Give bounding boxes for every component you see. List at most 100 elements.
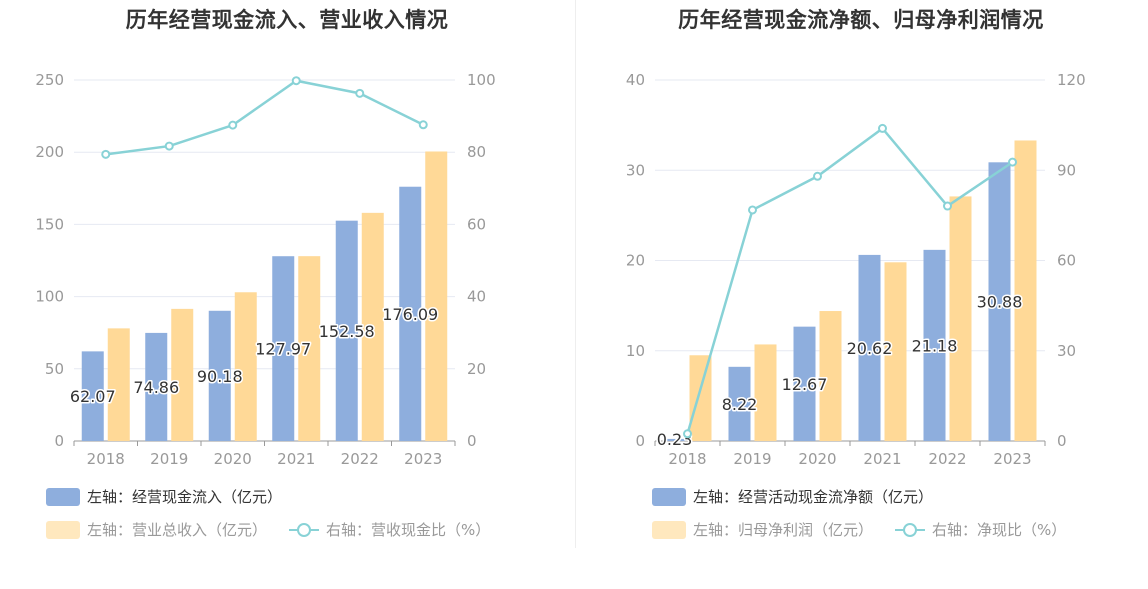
ratio-line-point <box>418 120 428 130</box>
y-right-tick-label: 60 <box>1057 252 1076 270</box>
ratio-line-point <box>355 88 365 98</box>
legend-label: 左轴：经营现金流入（亿元） <box>87 488 283 506</box>
x-tick-label: 2020 <box>798 450 836 468</box>
panel-divider <box>575 0 576 548</box>
y-left-tick-label: 0 <box>54 432 64 450</box>
legend-swatch-bar-secondary <box>46 520 80 539</box>
bar-data-label: 12.67 <box>782 375 828 394</box>
bar-secondary <box>884 262 907 441</box>
legend-swatch-bar-primary <box>652 487 686 506</box>
x-tick-label: 2018 <box>87 450 125 468</box>
legend-label: 左轴：经营活动现金流净额（亿元） <box>693 488 934 506</box>
bar-data-label: 176.09 <box>382 305 438 324</box>
ratio-line-point <box>164 141 174 151</box>
bar-secondary <box>754 344 777 441</box>
legend-item-cash-inflow[interactable]: 左轴：经营现金流入（亿元） <box>46 486 282 507</box>
legend-label: 左轴：营业总收入（亿元） <box>87 521 268 539</box>
right-chart-title: 历年经营现金流净额、归母净利润情况 <box>678 8 1044 32</box>
y-left-tick-label: 50 <box>45 360 64 378</box>
bar-primary <box>858 254 881 441</box>
y-left-tick-label: 40 <box>626 71 645 89</box>
bar-data-label: 20.62 <box>847 339 893 358</box>
ratio-line <box>105 79 424 156</box>
legend-label: 右轴：净现比（%） <box>932 521 1067 539</box>
y-left-tick-label: 250 <box>35 71 64 89</box>
bar-data-label: 8.22 <box>722 395 758 414</box>
bar-primary <box>923 249 946 441</box>
legend-line-circle-icon <box>895 521 926 539</box>
bar-data-label: 74.86 <box>133 378 179 397</box>
y-right-tick-label: 40 <box>467 288 486 306</box>
bar-data-label: 90.18 <box>197 367 243 386</box>
bar-secondary <box>234 292 257 441</box>
y-right-tick-label: 0 <box>1057 432 1067 450</box>
bar-secondary <box>361 212 384 441</box>
x-tick-label: 2023 <box>404 450 442 468</box>
y-right-tick-label: 80 <box>467 143 486 161</box>
y-right-tick-label: 60 <box>467 215 486 233</box>
legend-swatch-bar-primary <box>46 487 80 506</box>
ratio-line-point <box>228 120 238 130</box>
legend-item-net-profit[interactable]: 左轴：归母净利润（亿元） <box>652 519 873 540</box>
x-tick-label: 2021 <box>863 450 901 468</box>
x-tick-label: 2022 <box>928 450 966 468</box>
legend-label: 左轴：归母净利润（亿元） <box>693 521 874 539</box>
legend-item-revenue[interactable]: 左轴：营业总收入（亿元） <box>46 519 267 540</box>
ratio-line-point <box>748 205 757 215</box>
ratio-line-point <box>878 123 887 133</box>
legend-item-net-cash-ratio[interactable]: 右轴：净现比（%） <box>895 519 1066 540</box>
right-legend-row-2: 左轴：归母净利润（亿元） 右轴：净现比（%） <box>652 519 1088 540</box>
y-left-tick-label: 10 <box>626 342 645 360</box>
y-left-tick-label: 20 <box>626 252 645 270</box>
y-right-tick-label: 20 <box>467 360 486 378</box>
legend-line-circle-icon <box>289 521 320 539</box>
bar-primary <box>988 162 1011 442</box>
x-tick-label: 2019 <box>733 450 771 468</box>
x-tick-label: 2018 <box>668 450 706 468</box>
right-legend-row-1: 左轴：经营活动现金流净额（亿元） <box>652 486 955 507</box>
bar-data-label: 21.18 <box>912 336 958 355</box>
bar-primary <box>399 186 422 441</box>
ratio-line-point <box>943 201 952 211</box>
y-right-tick-label: 30 <box>1057 342 1076 360</box>
left-chart-panel: 历年经营现金流入、营业收入情况 0 50 100 150 200 250 0 20 40 60 80… <box>35 8 512 540</box>
bar-primary <box>663 438 686 441</box>
bar-secondary <box>1014 140 1037 441</box>
x-tick-label: 2020 <box>214 450 252 468</box>
right-chart-panel: 历年经营现金流净额、归母净利润情况 0 10 20 30 40 0 30 60 90 120 201… <box>574 0 1148 589</box>
y-left-tick-label: 150 <box>35 215 64 233</box>
left-legend-row-1: 左轴：经营现金流入（亿元） <box>46 486 304 507</box>
left-chart-plot: 0 50 100 150 200 250 0 20 40 60 80 100 2018 2019 2020 2… <box>35 71 495 468</box>
bar-secondary <box>819 311 842 441</box>
legend-item-cash-ratio[interactable]: 右轴：营收现金比（%） <box>289 519 490 540</box>
ratio-line <box>686 126 1014 435</box>
ratio-line-point <box>813 171 822 181</box>
right-chart-plot: 0 10 20 30 40 0 30 60 90 120 2018 2019 2020 2021 2022 2… <box>626 71 1086 468</box>
legend-swatch-bar-secondary <box>652 520 686 539</box>
bar-data-label: 127.97 <box>255 340 311 359</box>
x-tick-label: 2023 <box>993 450 1031 468</box>
y-right-tick-label: 90 <box>1057 161 1076 179</box>
bar-primary <box>793 326 816 441</box>
bar-data-label: 30.88 <box>977 293 1023 312</box>
bar-primary <box>272 256 295 441</box>
bar-primary <box>208 310 231 441</box>
bar-data-label: 152.58 <box>319 322 375 341</box>
ratio-line-point <box>291 76 301 86</box>
bar-secondary <box>949 196 972 441</box>
bar-secondary <box>298 256 321 441</box>
ratio-line-point <box>683 429 692 439</box>
y-left-tick-label: 0 <box>635 432 645 450</box>
x-tick-label: 2021 <box>277 450 315 468</box>
bar-secondary <box>689 355 712 441</box>
bar-secondary <box>107 328 130 441</box>
left-legend-row-2: 左轴：营业总收入（亿元） 右轴：营收现金比（%） <box>46 519 512 540</box>
y-right-tick-label: 120 <box>1057 71 1086 89</box>
y-left-tick-label: 30 <box>626 161 645 179</box>
legend-item-net-cash-flow[interactable]: 左轴：经营活动现金流净额（亿元） <box>652 486 933 507</box>
y-left-tick-label: 100 <box>35 288 64 306</box>
left-chart-title: 历年经营现金流入、营业收入情况 <box>125 8 449 32</box>
bar-primary <box>81 351 104 441</box>
y-right-tick-label: 0 <box>467 432 477 450</box>
bar-secondary <box>425 151 448 441</box>
